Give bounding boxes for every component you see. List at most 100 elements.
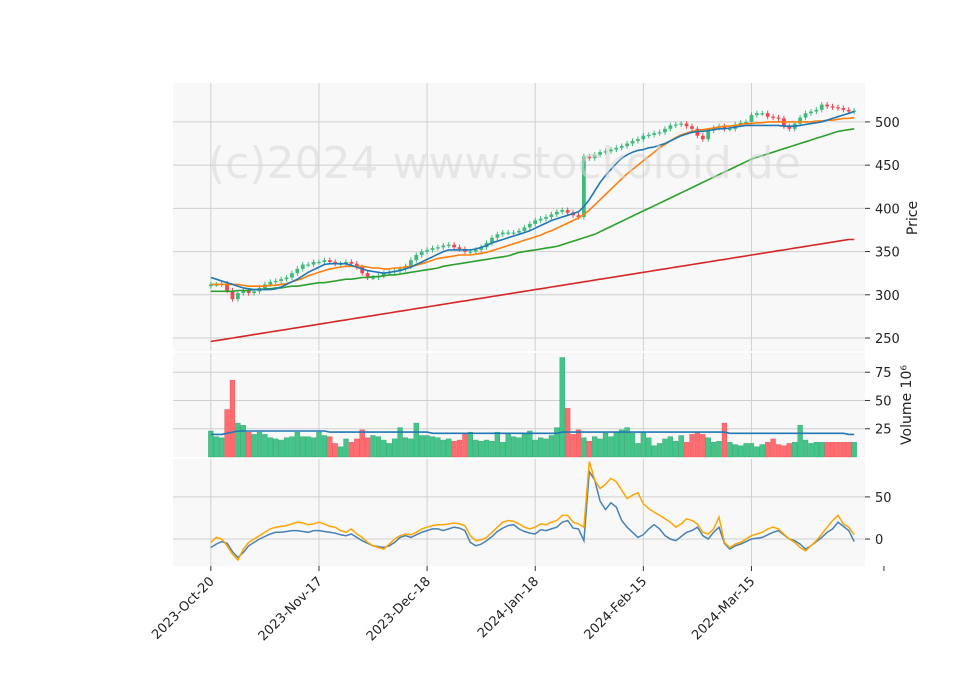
x-axis: 2023-Oct-20 2023-Nov-17 2023-Dec-18 2024-Ja… bbox=[149, 566, 885, 644]
candle-body bbox=[268, 281, 273, 285]
volume-bar bbox=[602, 433, 609, 458]
candle-body bbox=[495, 234, 500, 238]
candle-body bbox=[544, 217, 548, 219]
candle-body bbox=[819, 104, 824, 110]
volume-bar bbox=[267, 437, 273, 458]
volume-bar bbox=[435, 437, 441, 458]
price-ytick-label: 500 bbox=[875, 116, 900, 131]
candle-body bbox=[830, 106, 835, 108]
volume-bar bbox=[689, 434, 695, 458]
candle-body bbox=[360, 267, 365, 274]
volume-bar bbox=[840, 442, 847, 458]
candle-body bbox=[246, 290, 251, 294]
x-tick-label: 2024-Jan-18 bbox=[475, 574, 542, 641]
ma-long-line bbox=[210, 238, 855, 343]
candle-body bbox=[208, 284, 213, 287]
candle-body bbox=[565, 210, 570, 213]
oscillator-panel: 0 50 bbox=[173, 459, 892, 566]
volume-bar bbox=[829, 442, 836, 458]
volume-bar bbox=[797, 425, 803, 458]
volume-bar bbox=[451, 440, 457, 458]
volume-bar bbox=[640, 431, 646, 458]
candle-body bbox=[625, 143, 630, 147]
oscillator-ytick-label: 50 bbox=[875, 491, 892, 506]
volume-bar bbox=[543, 438, 549, 458]
candle-body bbox=[511, 232, 516, 234]
volume-bar bbox=[381, 439, 387, 458]
candle-body bbox=[576, 215, 581, 217]
candle-body bbox=[560, 210, 565, 212]
volume-bar bbox=[592, 436, 598, 458]
volume-bar bbox=[624, 427, 630, 458]
volume-bar bbox=[505, 434, 511, 458]
candle-body bbox=[700, 135, 705, 140]
candle-body bbox=[371, 277, 375, 279]
candle-body bbox=[598, 152, 602, 155]
volume-bar bbox=[667, 436, 674, 458]
volume-bar bbox=[262, 434, 268, 458]
volume-bar bbox=[824, 442, 830, 458]
volume-bar bbox=[613, 431, 619, 458]
price-axis-label: Price bbox=[905, 201, 921, 235]
candle-body bbox=[581, 156, 586, 217]
price-ytick-label: 350 bbox=[875, 246, 900, 261]
candle-body bbox=[284, 277, 289, 280]
candle-body bbox=[300, 264, 305, 269]
candle-body bbox=[549, 214, 554, 217]
volume-axis-label: Volume 10⁶ bbox=[899, 365, 915, 445]
candle-body bbox=[673, 124, 678, 126]
volume-bar bbox=[240, 425, 246, 458]
volume-bar bbox=[619, 429, 625, 458]
volume-bar bbox=[494, 431, 501, 458]
price-panel: 250 300 350 400 450 500 bbox=[173, 83, 900, 351]
candle-body bbox=[641, 135, 646, 140]
volume-bar bbox=[337, 446, 344, 458]
volume-bar bbox=[732, 444, 738, 458]
candle-body bbox=[327, 260, 332, 262]
volume-bar bbox=[835, 442, 841, 458]
volume-bar bbox=[656, 443, 663, 458]
volume-bar bbox=[738, 445, 744, 458]
candle-body bbox=[252, 291, 256, 294]
candle-body bbox=[322, 260, 327, 262]
volume-bar bbox=[586, 440, 592, 458]
candle-body bbox=[225, 283, 229, 291]
volume-bar bbox=[678, 435, 684, 458]
volume-bar bbox=[310, 437, 317, 458]
volume-bar bbox=[456, 439, 463, 458]
ma-slow-line bbox=[210, 128, 855, 293]
candle-body bbox=[436, 247, 440, 249]
candle-body bbox=[744, 121, 748, 124]
ma-mid-line bbox=[210, 116, 855, 288]
candle-body bbox=[279, 279, 284, 281]
watermark: (c)2024 www.stockoloid.de bbox=[208, 138, 801, 189]
candle-body bbox=[235, 293, 240, 300]
volume-bar bbox=[229, 379, 236, 458]
volume-bar bbox=[359, 429, 365, 458]
volume-bar bbox=[705, 437, 711, 458]
candle-body bbox=[333, 261, 338, 264]
candle-body bbox=[825, 104, 830, 107]
candle-body bbox=[852, 110, 857, 112]
volume-bar bbox=[300, 436, 306, 458]
candle-body bbox=[749, 114, 754, 122]
candle-body bbox=[317, 261, 321, 264]
volume-bar bbox=[770, 438, 776, 458]
candle-body bbox=[398, 268, 402, 271]
candle-body bbox=[668, 125, 673, 129]
volume-bar bbox=[521, 433, 528, 458]
volume-bar bbox=[710, 442, 717, 458]
candle-body bbox=[592, 154, 597, 159]
candle-body bbox=[430, 248, 435, 250]
candle-body bbox=[803, 113, 808, 118]
volume-bar bbox=[635, 443, 641, 458]
volume-bar bbox=[473, 439, 479, 458]
candle-body bbox=[841, 108, 846, 110]
candle-body bbox=[517, 230, 521, 233]
candle-body bbox=[657, 132, 662, 134]
volume-bar bbox=[386, 443, 392, 458]
volume-bar bbox=[235, 422, 241, 458]
candle-body bbox=[414, 255, 419, 261]
volume-bar bbox=[375, 436, 382, 458]
